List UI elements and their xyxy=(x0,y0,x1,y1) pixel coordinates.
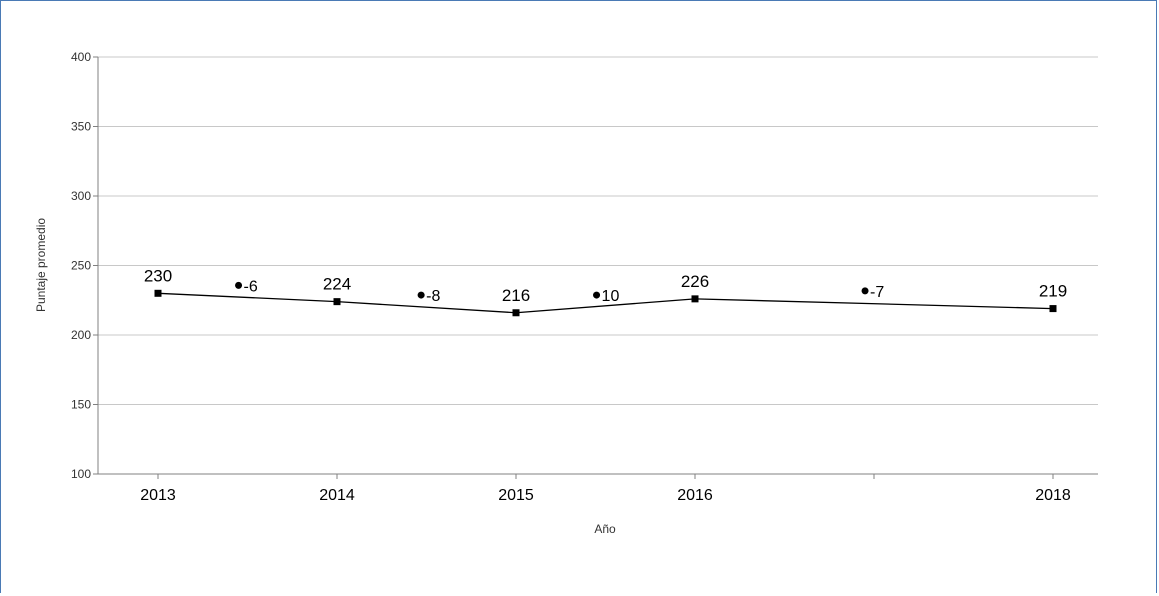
x-tick-label-2016: 2016 xyxy=(677,487,713,504)
y-tick-label-350: 350 xyxy=(71,120,91,134)
data-point-2013 xyxy=(154,289,162,297)
difference-markers: -6 -8 10 -7 xyxy=(235,278,884,305)
difference-dot-2 xyxy=(593,291,601,299)
difference-label-1: -8 xyxy=(426,288,440,305)
data-point-2018 xyxy=(1049,305,1057,313)
data-point-2015 xyxy=(512,309,520,317)
data-label-2018: 219 xyxy=(1039,282,1067,301)
x-tick-label-2015: 2015 xyxy=(498,487,534,504)
difference-dot-0 xyxy=(235,281,243,289)
data-label-2016: 226 xyxy=(681,272,709,291)
data-label-2015: 216 xyxy=(502,286,530,305)
y-tick-label-400: 400 xyxy=(71,50,91,64)
x-axis-title: Año xyxy=(594,522,616,536)
difference-label-3: -7 xyxy=(870,284,884,301)
data-label-2014: 224 xyxy=(323,275,351,294)
x-tick-label-2014: 2014 xyxy=(319,487,355,504)
x-ticks: 2013 2014 2015 2016 2018 xyxy=(140,474,1071,504)
y-tick-label-150: 150 xyxy=(71,398,91,412)
y-tick-label-250: 250 xyxy=(71,259,91,273)
data-point-2014 xyxy=(333,298,341,306)
series: 230 224 216 226 219 xyxy=(144,266,1067,317)
y-ticks: 100 150 200 250 300 350 400 xyxy=(71,50,98,481)
difference-label-2: 10 xyxy=(602,288,620,305)
difference-label-0: -6 xyxy=(244,278,258,295)
difference-dot-1 xyxy=(417,291,425,299)
x-tick-label-2013: 2013 xyxy=(140,487,176,504)
y-tick-label-200: 200 xyxy=(71,328,91,342)
y-tick-label-300: 300 xyxy=(71,189,91,203)
data-point-2016 xyxy=(691,295,699,303)
data-label-2013: 230 xyxy=(144,266,172,285)
x-tick-label-2018: 2018 xyxy=(1035,487,1071,504)
difference-dot-3 xyxy=(861,287,869,295)
grid-lines xyxy=(98,56,1098,405)
y-tick-label-100: 100 xyxy=(71,467,91,481)
y-axis-title: Puntaje promedio xyxy=(34,218,48,312)
